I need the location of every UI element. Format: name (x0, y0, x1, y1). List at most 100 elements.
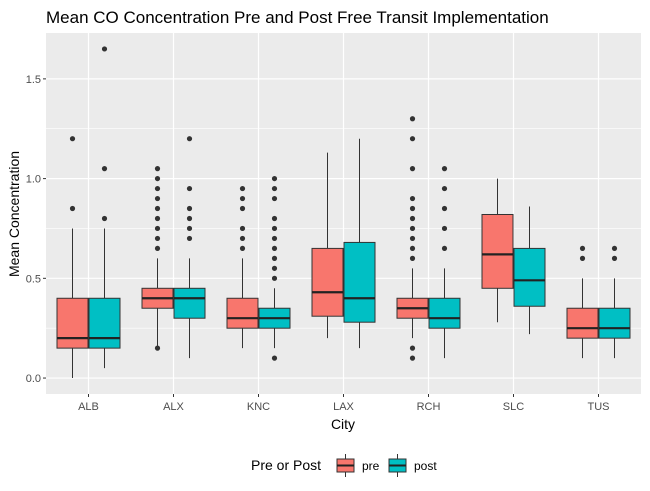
outlier-point (441, 205, 448, 212)
outlier-point (186, 136, 193, 142)
y-tick-label: 0.5 (26, 273, 41, 285)
box-post-slc (513, 206, 546, 335)
x-tick-label: SLC (503, 401, 524, 413)
outlier-point (409, 136, 416, 142)
outlier-point (271, 255, 278, 261)
legend-label: post (414, 459, 437, 473)
box-iqr (56, 297, 89, 349)
outlier-point (409, 355, 416, 361)
outlier-point (409, 195, 416, 202)
box-post-knc (258, 175, 291, 361)
outlier-point (441, 225, 448, 232)
outlier-point (271, 265, 278, 271)
outlier-point (101, 166, 108, 172)
outlier-point (154, 195, 161, 202)
box-pre-alx (141, 166, 174, 351)
box-iqr (226, 297, 259, 329)
outlier-point (69, 136, 76, 142)
box-post-lax (343, 138, 376, 349)
x-tick-label: ALB (78, 401, 99, 413)
box-iqr (566, 307, 599, 339)
outlier-point (186, 215, 193, 222)
outlier-point (409, 225, 416, 232)
outlier-point (409, 345, 416, 351)
x-tick-label: TUS (588, 401, 610, 413)
x-axis-title: City (331, 416, 355, 432)
box-iqr (598, 307, 631, 339)
outlier-point (186, 225, 193, 232)
outlier-point (409, 205, 416, 212)
legend-title: Pre or Post (251, 457, 321, 473)
outlier-point (154, 215, 161, 222)
box-pre-knc (226, 185, 259, 349)
legend-item-pre: pre (336, 454, 380, 477)
box-post-rch (428, 166, 461, 359)
box-post-alb (88, 46, 121, 369)
outlier-point (186, 235, 193, 242)
box-post-alx (173, 136, 206, 359)
outlier-point (611, 255, 618, 261)
outlier-point (611, 245, 618, 252)
box-post-tus (598, 245, 631, 359)
y-axis-title: Mean Concentration (6, 151, 22, 277)
outlier-point (154, 175, 161, 182)
x-axis: ALB ALX KNC LAX RCH SLC TUS (78, 394, 610, 413)
outlier-point (579, 245, 586, 252)
boxes (56, 46, 631, 379)
x-tick-label: RCH (417, 401, 441, 413)
outlier-point (271, 355, 278, 361)
outlier-point (101, 46, 108, 52)
outlier-point (441, 166, 448, 172)
outlier-point (154, 225, 161, 232)
box-pre-slc (481, 178, 514, 323)
box-iqr (88, 297, 121, 349)
outlier-point (409, 235, 416, 242)
box-iqr (173, 287, 206, 319)
outlier-point (154, 245, 161, 252)
outlier-point (271, 245, 278, 252)
box-pre-lax (311, 152, 344, 339)
outlier-point (239, 195, 246, 202)
outlier-point (409, 215, 416, 222)
outlier-point (239, 185, 246, 192)
outlier-point (441, 185, 448, 192)
outlier-point (154, 205, 161, 212)
outlier-point (239, 225, 246, 232)
box-iqr (428, 297, 461, 329)
x-tick-label: LAX (333, 401, 354, 413)
y-tick-label: 1.5 (26, 74, 41, 86)
outlier-point (441, 245, 448, 252)
box-iqr (343, 241, 376, 323)
outlier-point (271, 175, 278, 182)
box-pre-alb (56, 136, 89, 379)
outlier-point (154, 345, 161, 351)
x-tick-label: KNC (247, 401, 270, 413)
outlier-point (101, 215, 108, 222)
y-tick-label: 0.0 (26, 373, 41, 385)
box-iqr (311, 247, 344, 317)
box-pre-tus (566, 245, 599, 359)
legend-item-post: post (388, 454, 437, 477)
box-pre-rch (396, 116, 429, 361)
outlier-point (271, 235, 278, 242)
outlier-point (154, 166, 161, 172)
box-iqr (513, 247, 546, 307)
y-tick-label: 1.0 (26, 174, 41, 186)
outlier-point (271, 195, 278, 202)
outlier-point (409, 166, 416, 172)
outlier-point (154, 185, 161, 192)
grid-major (46, 33, 641, 394)
outlier-point (271, 225, 278, 232)
outlier-point (271, 215, 278, 222)
outlier-point (186, 205, 193, 212)
legend-items: pre post (336, 454, 437, 477)
outlier-point (579, 255, 586, 261)
outlier-point (239, 245, 246, 252)
outlier-point (409, 116, 416, 122)
outlier-point (154, 235, 161, 242)
chart-title: Mean CO Concentration Pre and Post Free … (46, 8, 549, 27)
outlier-point (271, 275, 278, 281)
outlier-point (239, 235, 246, 242)
outlier-point (409, 245, 416, 252)
